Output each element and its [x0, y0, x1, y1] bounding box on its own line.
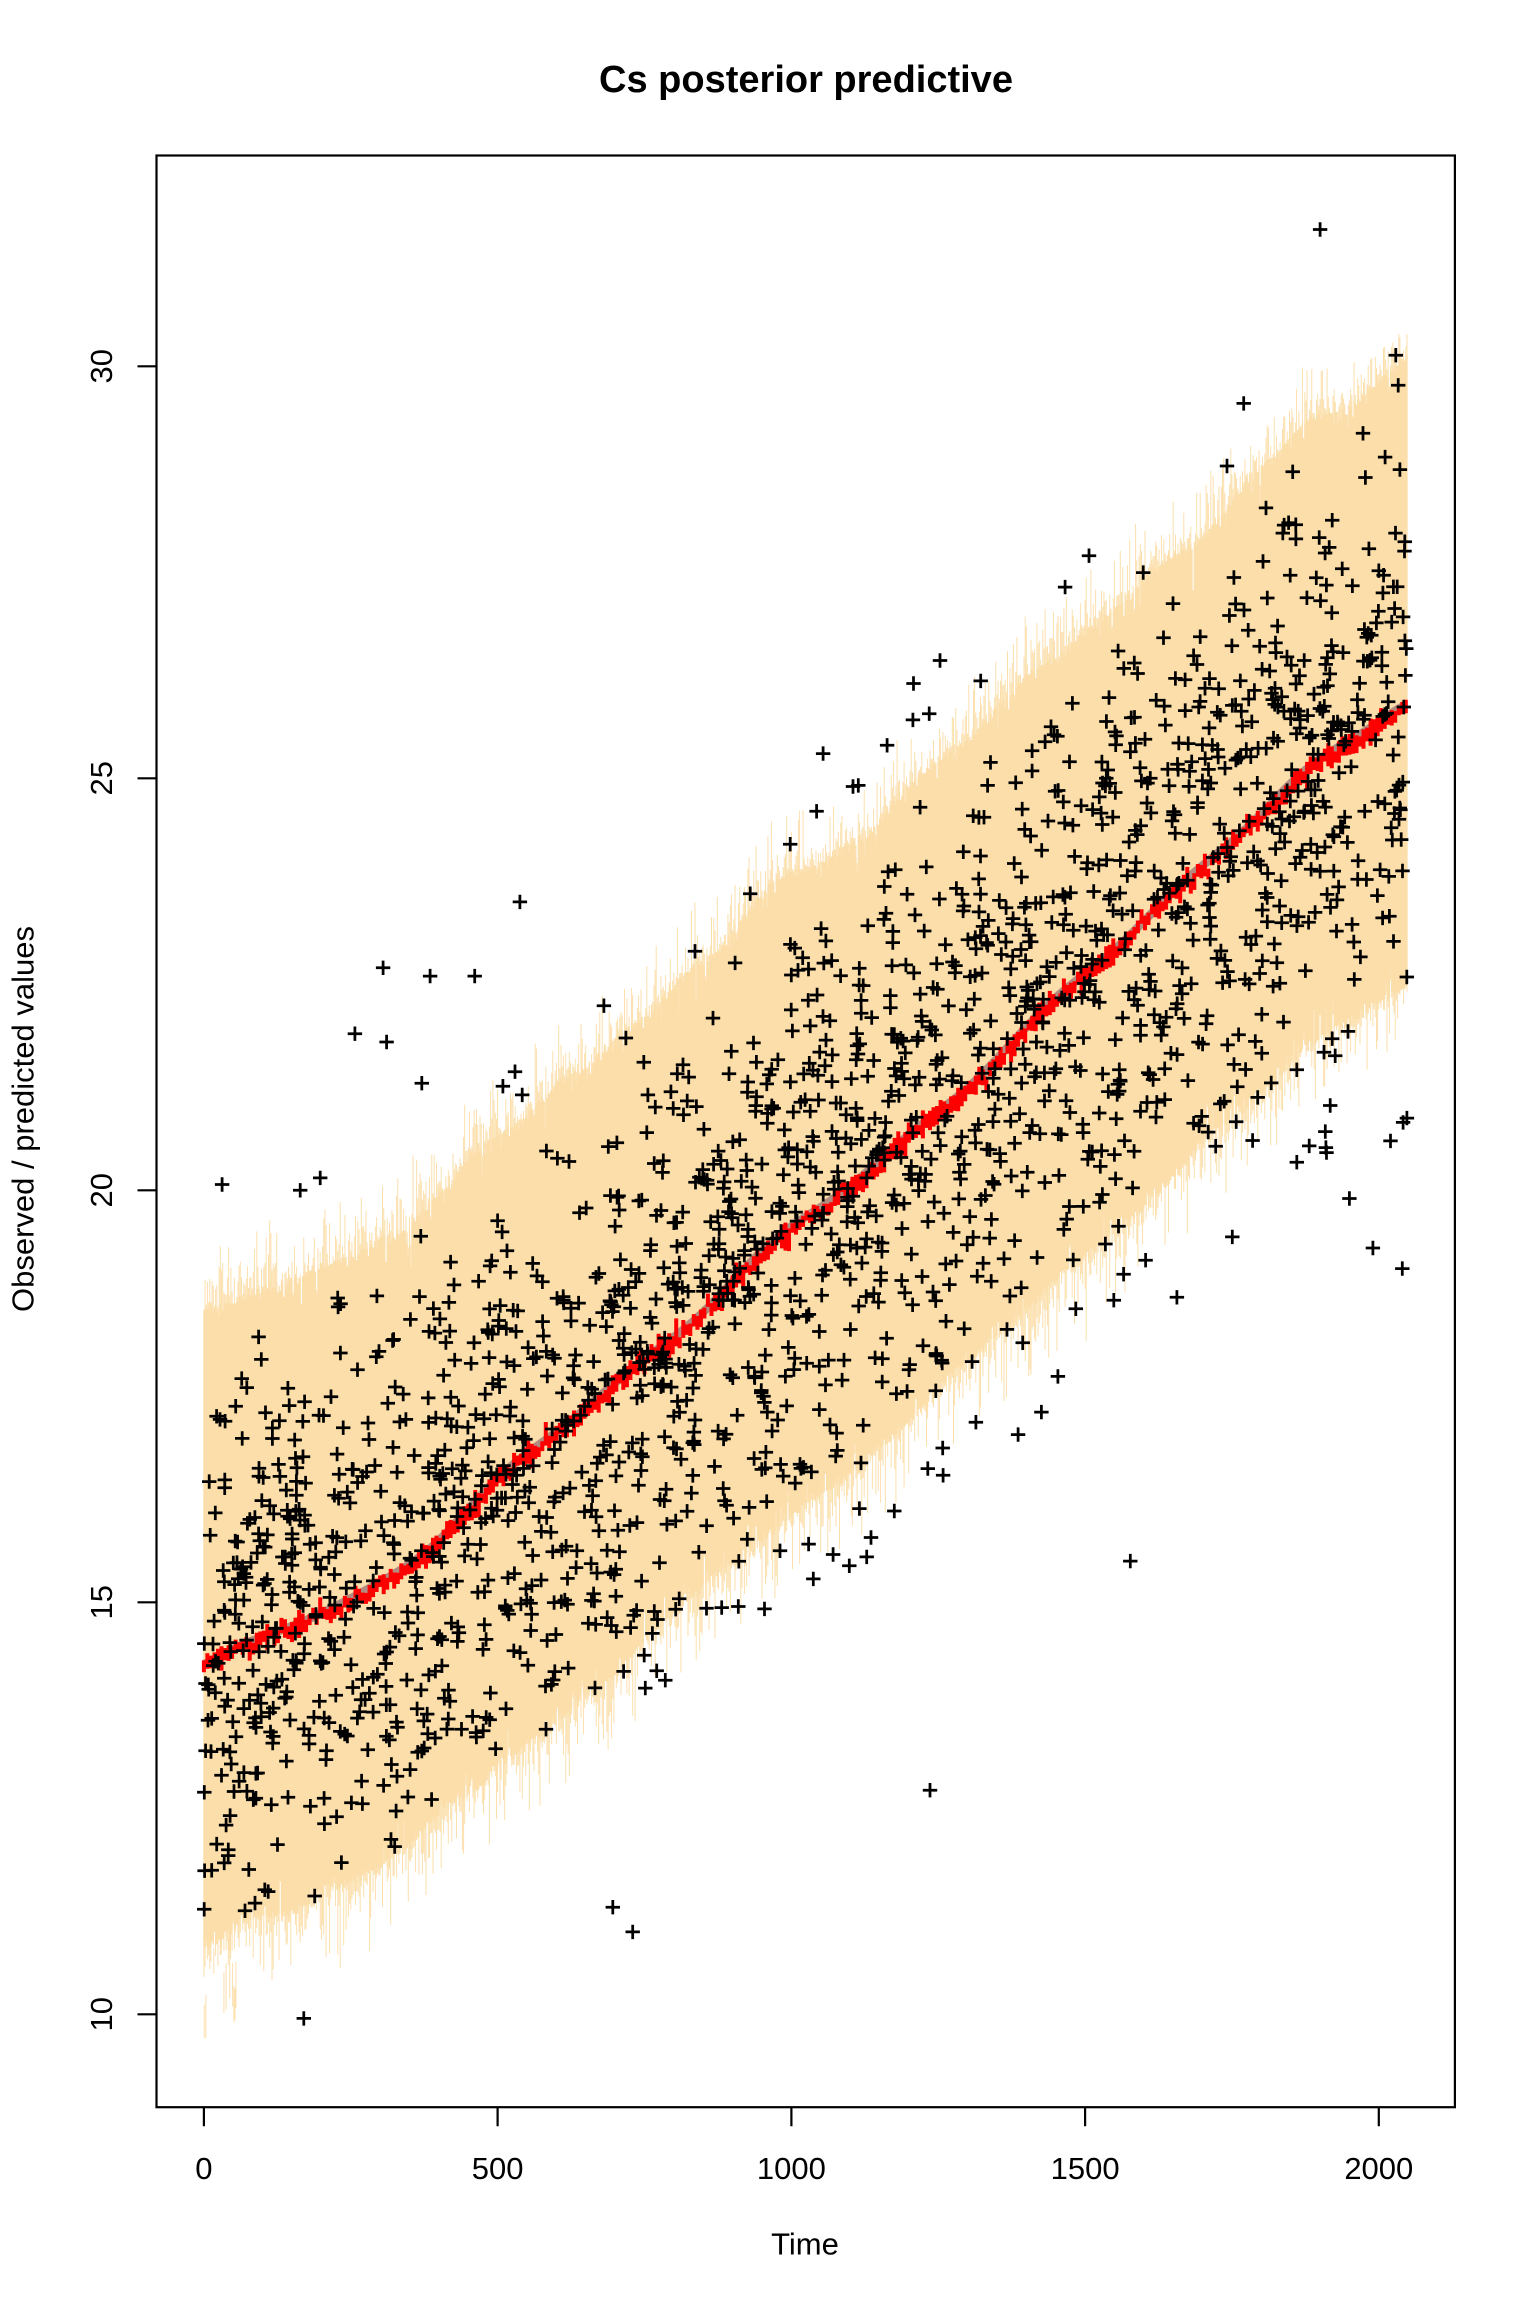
- svg-text:20: 20: [84, 1173, 119, 1207]
- svg-text:25: 25: [84, 761, 119, 795]
- svg-text:1000: 1000: [757, 2151, 826, 2186]
- svg-text:30: 30: [84, 349, 119, 383]
- svg-text:15: 15: [84, 1585, 119, 1619]
- svg-text:Time: Time: [771, 2227, 839, 2262]
- svg-text:2000: 2000: [1344, 2151, 1413, 2186]
- svg-text:1500: 1500: [1051, 2151, 1120, 2186]
- svg-text:500: 500: [472, 2151, 524, 2186]
- svg-text:0: 0: [195, 2151, 212, 2186]
- svg-text:Observed / predicted values: Observed / predicted values: [6, 926, 41, 1312]
- svg-text:Cs posterior predictive: Cs posterior predictive: [599, 59, 1013, 101]
- svg-text:10: 10: [84, 1997, 119, 2031]
